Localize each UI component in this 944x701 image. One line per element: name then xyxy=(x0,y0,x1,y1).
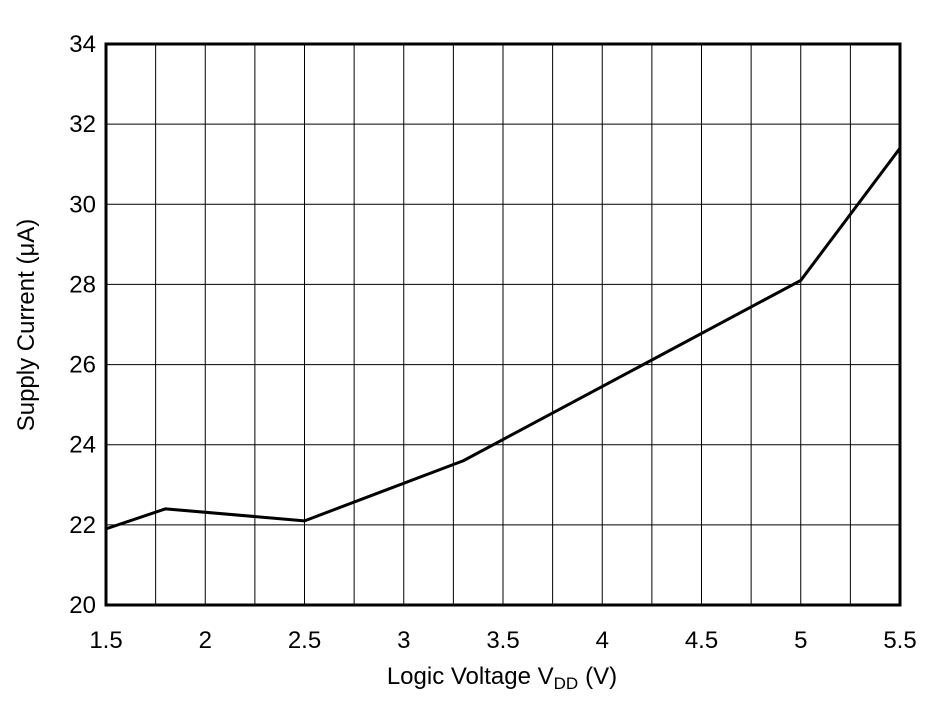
x-label-text: Logic Voltage V xyxy=(387,663,554,690)
y-tick-label: 20 xyxy=(69,592,96,619)
x-tick-label: 3.5 xyxy=(486,627,519,654)
x-tick-label: 5 xyxy=(794,627,807,654)
x-tick-label: 2.5 xyxy=(288,627,321,654)
x-tick-label: 3 xyxy=(397,627,410,654)
y-tick-label: 32 xyxy=(69,111,96,138)
y-tick-label: 24 xyxy=(69,432,96,459)
x-label-subscript: DD xyxy=(554,674,579,693)
data-line xyxy=(105,147,902,531)
y-tick-label: 28 xyxy=(69,271,96,298)
x-tick-label: 4.5 xyxy=(685,627,718,654)
y-tick-label: 34 xyxy=(69,31,96,58)
x-tick-label: 4 xyxy=(596,627,609,654)
x-tick-label: 5.5 xyxy=(883,627,916,654)
x-tick-label: 1.5 xyxy=(89,627,122,654)
y-tick-label: 26 xyxy=(69,352,96,379)
y-tick-label: 22 xyxy=(69,512,96,539)
x-label-suffix: (V) xyxy=(585,663,617,690)
y-axis-label: Supply Current (μA) xyxy=(13,219,40,432)
plot-frame xyxy=(104,42,902,607)
x-axis-label: Logic Voltage VDD (V) xyxy=(387,663,617,693)
x-tick-label: 2 xyxy=(199,627,212,654)
y-tick-label: 30 xyxy=(69,191,96,218)
